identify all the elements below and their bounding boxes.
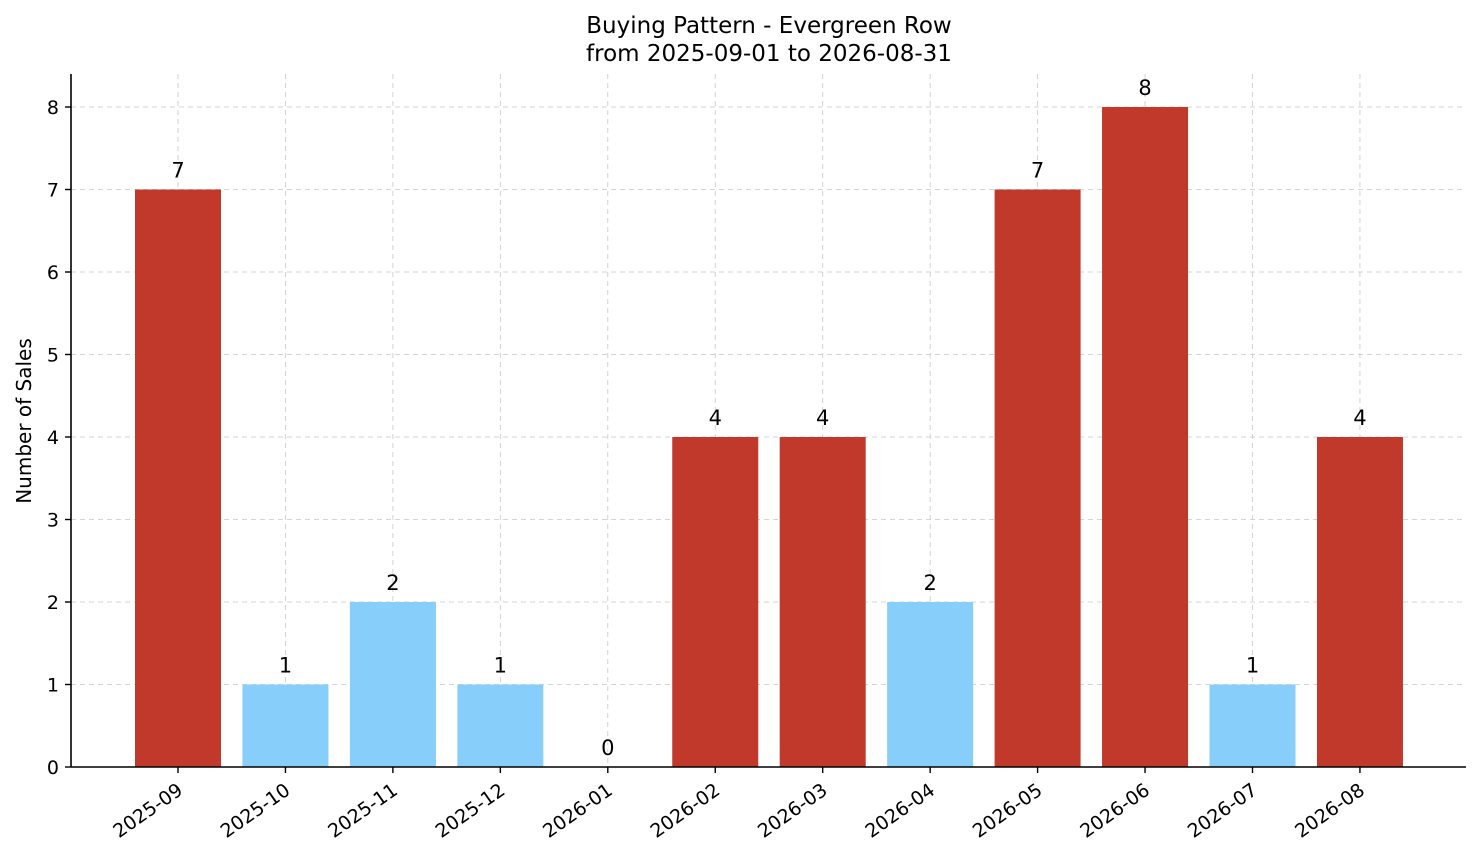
bar-2026-05 bbox=[994, 189, 1081, 767]
x-tick-label: 2025-09 bbox=[109, 779, 187, 843]
bar-2026-08 bbox=[1316, 437, 1403, 767]
chart-title-line1: Buying Pattern - Evergreen Row bbox=[586, 13, 951, 39]
bar-2026-03 bbox=[779, 437, 866, 767]
bar-value-label: 4 bbox=[1353, 406, 1366, 430]
x-tick-label: 2025-10 bbox=[217, 779, 295, 843]
bar-value-label: 0 bbox=[601, 736, 614, 760]
y-tick-label: 2 bbox=[47, 592, 59, 614]
y-tick-label: 3 bbox=[47, 510, 59, 532]
y-tick-label: 0 bbox=[47, 757, 59, 779]
bar-2025-12 bbox=[457, 684, 544, 767]
x-tick-label: 2026-03 bbox=[754, 779, 832, 843]
y-tick-label: 8 bbox=[47, 97, 59, 119]
x-tick-label: 2026-05 bbox=[969, 779, 1047, 843]
bar-layer bbox=[135, 107, 1403, 767]
bar-2025-10 bbox=[242, 684, 329, 767]
bar-value-label: 2 bbox=[923, 571, 936, 595]
y-tick-label: 7 bbox=[47, 180, 59, 202]
bar-2026-02 bbox=[672, 437, 759, 767]
bar-2025-11 bbox=[349, 602, 436, 767]
y-axis-label: Number of Sales bbox=[12, 338, 36, 504]
bar-value-label: 7 bbox=[1031, 159, 1044, 183]
bar-value-label: 7 bbox=[171, 159, 184, 183]
bar-value-label: 4 bbox=[816, 406, 829, 430]
x-tick-label: 2026-01 bbox=[539, 779, 617, 843]
y-tick-label: 6 bbox=[47, 262, 59, 284]
x-tick-label: 2026-08 bbox=[1291, 779, 1369, 843]
x-tick-label: 2026-02 bbox=[646, 779, 724, 843]
x-tick-label: 2026-06 bbox=[1076, 779, 1154, 843]
y-tick-label: 5 bbox=[47, 345, 59, 367]
y-tick-label: 4 bbox=[47, 427, 59, 449]
bar-2026-06 bbox=[1102, 107, 1189, 767]
x-tick-label: 2025-11 bbox=[324, 779, 402, 843]
bar-value-label: 1 bbox=[279, 654, 292, 678]
chart-title-line2: from 2025-09-01 to 2026-08-31 bbox=[586, 41, 952, 67]
x-tick-label: 2025-12 bbox=[432, 779, 510, 843]
y-tick-label: 1 bbox=[47, 675, 59, 697]
bar-value-label: 4 bbox=[709, 406, 722, 430]
bar-value-label: 1 bbox=[494, 654, 507, 678]
bar-value-label: 1 bbox=[1246, 654, 1259, 678]
bar-label-layer: 7 1 2 1 0 4 4 2 7 8 1 4 bbox=[171, 76, 1366, 760]
bar-2025-09 bbox=[135, 189, 221, 767]
bar-2026-04 bbox=[887, 602, 974, 767]
x-tick-label: 2026-04 bbox=[861, 779, 939, 843]
x-tick-label: 2026-07 bbox=[1184, 779, 1262, 843]
bar-value-label: 2 bbox=[386, 571, 399, 595]
bar-2026-07 bbox=[1209, 684, 1296, 767]
bar-value-label: 8 bbox=[1138, 76, 1151, 100]
